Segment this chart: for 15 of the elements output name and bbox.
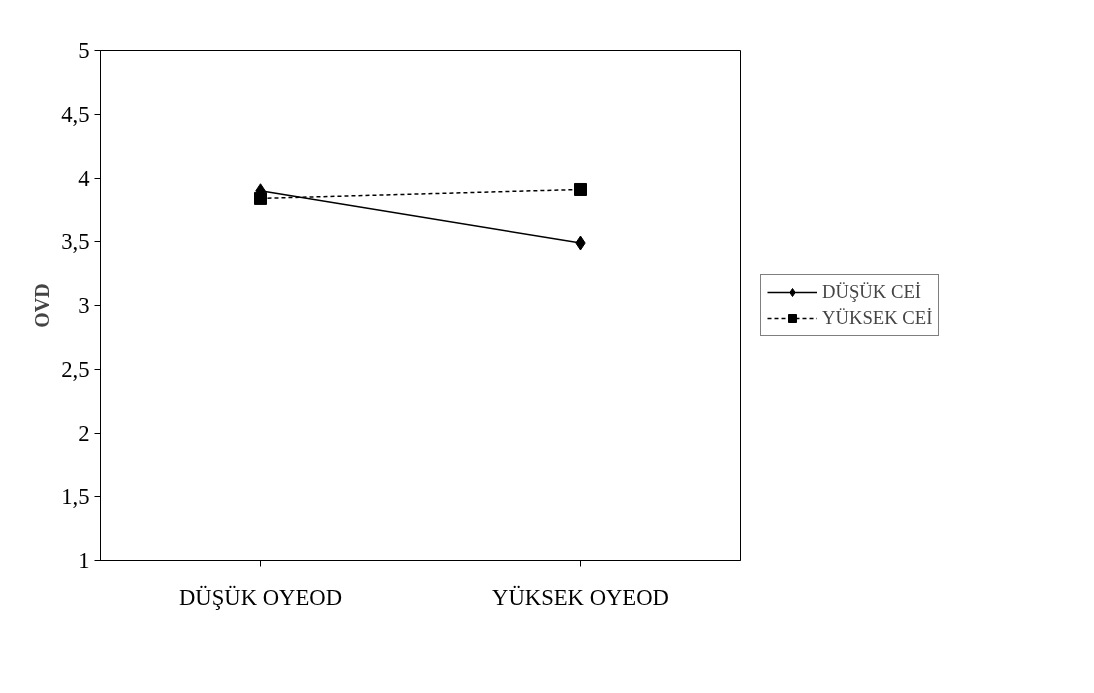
y-axis-title: OVD (31, 283, 54, 328)
y-tick-label: 5 (78, 38, 90, 63)
y-tick-label: 3,5 (61, 229, 90, 255)
y-tick-label: 1,5 (61, 484, 90, 510)
point (574, 182, 587, 196)
x-tick-label: YÜKSEK OYEOD (492, 584, 669, 610)
y-tick-label: 1 (78, 548, 90, 573)
legend-label: YÜKSEK CEİ (822, 307, 933, 329)
y-tick-label: 3 (78, 293, 90, 318)
y-tick-label: 2 (78, 420, 90, 446)
x-tick-label: DÜŞÜK OYEOD (179, 584, 342, 610)
y-tick-label: 4 (78, 165, 90, 191)
y-tick-label: 4,5 (61, 101, 90, 127)
y-tick-label: 2,5 (61, 356, 90, 382)
legend-label: DÜŞÜK CEİ (822, 281, 921, 303)
